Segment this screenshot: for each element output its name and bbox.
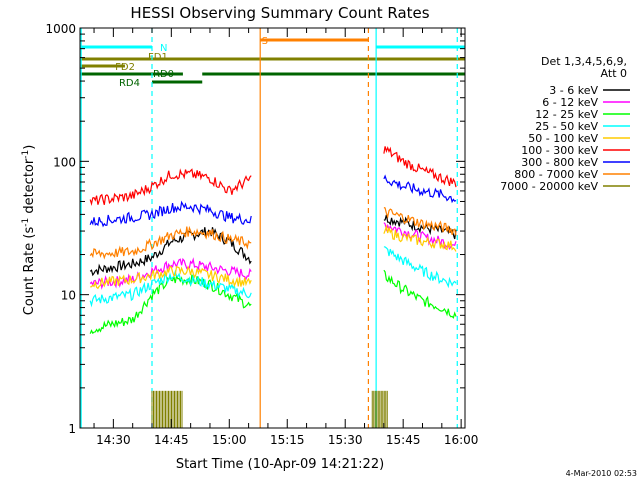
legend-label: 300 - 800 keV xyxy=(521,156,598,169)
series-line xyxy=(383,224,457,252)
legend-label: 100 - 300 keV xyxy=(521,144,598,157)
x-tick-label: 14:45 xyxy=(154,433,189,447)
x-axis-ticks: 14:30 14:45 15:00 15:15 15:30 15:45 16:00 xyxy=(93,28,479,447)
flag-label-n: N xyxy=(160,43,167,54)
series-line xyxy=(89,227,252,277)
x-tick-label: 14:30 xyxy=(96,433,131,447)
y-tick-label: 10 xyxy=(61,289,76,303)
flag-label-s: S xyxy=(262,36,268,47)
legend-header-line2: Att 0 xyxy=(601,67,627,80)
legend-label: 3 - 6 keV xyxy=(549,84,598,97)
footer-timestamp: 4-Mar-2010 02:53 xyxy=(566,469,637,478)
legend-label: 7000 - 20000 keV xyxy=(500,180,598,193)
x-tick-label: 15:00 xyxy=(212,433,247,447)
series-line xyxy=(383,207,457,236)
series-line xyxy=(89,269,252,308)
y-tick-label: 1 xyxy=(68,422,76,436)
plot-frame xyxy=(79,27,466,429)
series-line xyxy=(89,257,252,290)
x-tick-label: 15:15 xyxy=(270,433,305,447)
x-axis-label: Start Time (10-Apr-09 14:21:22) xyxy=(176,457,384,472)
series-line xyxy=(89,200,252,228)
series-line xyxy=(383,246,457,289)
y-tick-label: 1000 xyxy=(45,22,76,36)
legend-label: 6 - 12 keV xyxy=(542,96,598,109)
x-tick-label: 16:00 xyxy=(444,433,479,447)
y-tick-label: 100 xyxy=(53,155,76,169)
y-axis-label-main: Count Rate (s xyxy=(22,227,37,316)
chart-title: HESSI Observing Summary Count Rates xyxy=(130,4,429,22)
y-axis-label-end: ) xyxy=(22,145,37,150)
event-marker-lines xyxy=(80,28,458,428)
y-axis-label-exp1: -1 xyxy=(21,218,31,227)
series-line xyxy=(90,265,252,290)
flag-bars: N S FD1 FD2 RD0 RD4 xyxy=(80,36,465,89)
legend-label: 800 - 7000 keV xyxy=(514,168,598,181)
legend-label: 50 - 100 keV xyxy=(528,132,598,145)
legend-header-line1: Det 1,3,4,5,6,9, xyxy=(541,55,627,68)
legend-label: 12 - 25 keV xyxy=(535,108,598,121)
series-line xyxy=(89,168,252,206)
x-tick-label: 15:30 xyxy=(328,433,363,447)
flag-label-rd4: RD4 xyxy=(119,78,140,89)
series-line xyxy=(383,174,457,204)
x-tick-label: 15:45 xyxy=(386,433,421,447)
series-line xyxy=(383,146,457,188)
y-axis-ticks: 1 10 100 1000 xyxy=(45,22,465,436)
series-lines xyxy=(89,146,457,428)
flag-label-fd2: FD2 xyxy=(115,62,135,73)
legend-label: 25 - 50 keV xyxy=(535,120,598,133)
series-line xyxy=(89,225,252,260)
y-axis-label-mid: detector xyxy=(22,158,37,218)
y-axis-label-exp2: -1 xyxy=(21,150,31,159)
series-line xyxy=(383,269,457,319)
y-axis-label: Count Rate (s-1 detector-1) xyxy=(21,145,37,316)
flag-label-rd0: RD0 xyxy=(153,69,174,80)
flag-label-fd1: FD1 xyxy=(148,52,168,63)
